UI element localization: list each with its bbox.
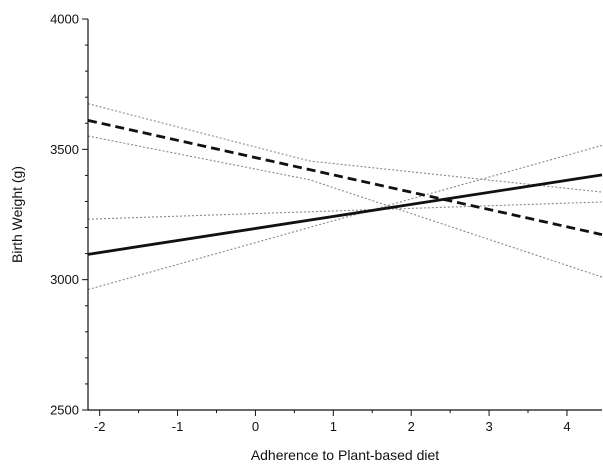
series-line-solid-0 bbox=[87, 173, 603, 256]
x-axis-title: Adherence to Plant-based diet bbox=[251, 447, 439, 463]
series-line-dotted-4 bbox=[87, 103, 603, 193]
series-lines bbox=[87, 103, 603, 291]
x-tick-label: 2 bbox=[408, 419, 415, 434]
series-line-dotted-2 bbox=[87, 144, 603, 291]
x-tick-label: 1 bbox=[330, 419, 337, 434]
x-tick-label: 4 bbox=[563, 419, 570, 434]
series-line-dashed-1 bbox=[87, 119, 603, 236]
x-tick-label: -1 bbox=[172, 419, 184, 434]
y-tick-label: 3000 bbox=[50, 272, 79, 287]
series-line-dotted-5 bbox=[87, 135, 603, 278]
y-tick-label: 2500 bbox=[50, 403, 79, 418]
y-tick-label: 4000 bbox=[50, 12, 79, 27]
y-axis-title: Birth Weight (g) bbox=[9, 166, 25, 263]
y-tick-label: 3500 bbox=[50, 142, 79, 157]
x-tick-label: -2 bbox=[94, 419, 106, 434]
x-axis-ticks: -2 -1 0 1 2 3 4 bbox=[94, 410, 571, 434]
y-axis-ticks: 2500 3000 3500 4000 bbox=[50, 12, 88, 418]
series-line-dotted-3 bbox=[87, 201, 603, 220]
x-tick-label: 0 bbox=[252, 419, 259, 434]
x-tick-label: 3 bbox=[485, 419, 492, 434]
